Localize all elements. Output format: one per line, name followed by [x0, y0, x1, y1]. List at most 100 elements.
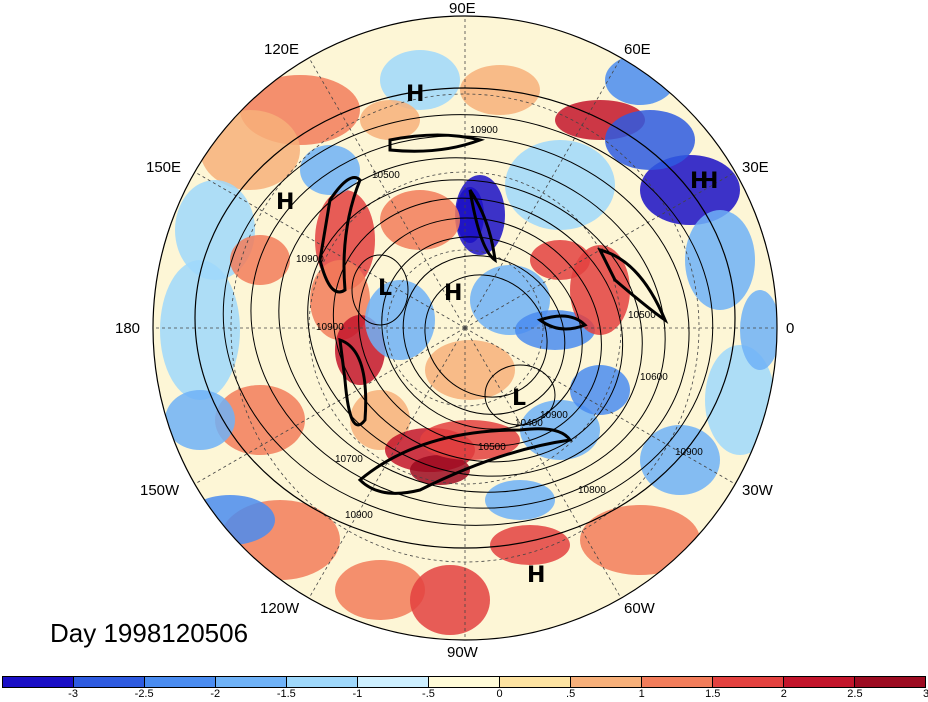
high-pressure-marker: H: [406, 82, 424, 107]
anomaly-patch: [580, 505, 700, 575]
meridian-line: [194, 327, 466, 485]
lon-label-150w: 150W: [140, 482, 180, 499]
anomaly-patch: [185, 495, 275, 545]
anomaly-patch: [705, 345, 775, 455]
anomaly-patch: [505, 140, 615, 230]
lon-label-120e: 120E: [264, 41, 300, 58]
colorbar-segment: [3, 677, 74, 687]
lon-label-90w: 90W: [447, 644, 478, 661]
contour-label: 10900: [296, 254, 324, 265]
jet-contour: [357, 427, 573, 495]
contour-label: 10900: [675, 447, 703, 458]
anomaly-patch: [165, 390, 235, 450]
lon-label-30e: 30E: [742, 159, 769, 176]
colorbar-tick-label: -1: [352, 688, 363, 700]
colorbar-tick-label: -1.5: [276, 688, 296, 700]
colorbar-tick-label: -2: [210, 688, 221, 700]
colorbar-segment: [855, 677, 925, 687]
contour-label: 10900: [316, 322, 344, 333]
colorbar-tick-label: -.5: [422, 688, 435, 700]
anomaly-patch: [685, 210, 755, 310]
anomaly-patch: [410, 565, 490, 635]
meridian-line: [308, 327, 466, 599]
anomaly-patch: [215, 385, 305, 455]
colorbar-segment: [713, 677, 784, 687]
height-contours: 10900 10500 10900 10900 10500 10600 10900 10800…: [194, 87, 736, 549]
colorbar-segment: [74, 677, 145, 687]
colorbar-tick-label: 2: [780, 688, 787, 700]
low-pressure-marker: L: [378, 276, 392, 301]
height-contour: [358, 217, 602, 447]
height-contour: [250, 135, 690, 509]
low-pressure-marker: L: [512, 386, 526, 411]
colorbar-tick-label: 1: [638, 688, 645, 700]
contour-label: 10900: [345, 510, 373, 521]
contour-label: 10900: [540, 410, 568, 421]
anomaly-patch: [485, 480, 555, 520]
colorbar-tick-label: -3: [68, 688, 78, 700]
anomaly-patch: [425, 340, 515, 400]
colorbar-segment: [784, 677, 855, 687]
anomaly-patch: [380, 190, 460, 250]
height-contour: [484, 364, 556, 426]
anomaly-patch: [605, 110, 695, 170]
colorbar-segment: [642, 677, 713, 687]
contour-label: 10600: [640, 372, 668, 383]
meridian-line: [308, 57, 466, 329]
colorbar-tick-label: 0: [496, 688, 503, 700]
contour-label: 10700: [335, 454, 363, 465]
jet-contour: [388, 133, 486, 153]
anomaly-patch: [490, 525, 570, 565]
colorbar-tick-label: .5: [566, 688, 576, 700]
height-contour: [381, 236, 583, 430]
lon-label-150e: 150E: [146, 159, 182, 176]
height-contour: [307, 179, 643, 477]
high-pressure-marker: H: [444, 281, 462, 306]
anomaly-patch: [160, 260, 240, 400]
high-pressure-marker: H: [690, 169, 708, 194]
colorbar-segment: [216, 677, 287, 687]
height-contour: [402, 255, 566, 415]
lon-label-180: 180: [115, 320, 141, 337]
contour-label: 10500: [372, 170, 400, 181]
anomaly-patch: [410, 455, 470, 485]
jet-contour: [536, 314, 588, 331]
meridian-line: [464, 327, 622, 599]
lon-label-30w: 30W: [742, 482, 773, 499]
colorbar: [2, 676, 926, 688]
lon-label-60w: 60W: [624, 600, 655, 617]
meridian-line: [464, 57, 622, 329]
height-contour: [424, 274, 548, 398]
anomaly-patch: [665, 555, 735, 605]
day-title: Day 1998120506: [50, 618, 249, 648]
colorbar-segment: [287, 677, 358, 687]
anomaly-patch: [530, 240, 590, 280]
lon-label-60e: 60E: [624, 41, 651, 58]
height-contour: [222, 114, 714, 526]
colorbar-segment: [571, 677, 642, 687]
colorbar-tick-label: 1.5: [705, 688, 721, 700]
colorbar-tick-label: -2.5: [134, 688, 154, 700]
colorbar-tick-label: 3: [922, 688, 928, 700]
anomaly-patch: [360, 100, 420, 140]
colorbar-tick-label: 2.5: [847, 688, 863, 700]
lon-label-0: 0: [786, 320, 795, 337]
colorbar-segment: [500, 677, 571, 687]
high-pressure-marker: H: [527, 563, 545, 588]
anomaly-patch: [740, 290, 777, 370]
anomaly-patch: [365, 280, 435, 360]
high-pressure-marker: H: [276, 190, 294, 215]
jet-contour: [468, 189, 497, 264]
meridian-line: [464, 327, 736, 485]
contour-label: 10500: [478, 442, 506, 453]
contour-label: 10900: [470, 125, 498, 136]
contour-label: 10400: [515, 418, 543, 429]
anomaly-patch: [570, 365, 630, 415]
colorbar-segment: [145, 677, 216, 687]
meridian-line: [194, 171, 466, 329]
colorbar-segment: [429, 677, 500, 687]
colorbar-segment: [358, 677, 429, 687]
lon-label-90e: 90E: [449, 0, 476, 17]
